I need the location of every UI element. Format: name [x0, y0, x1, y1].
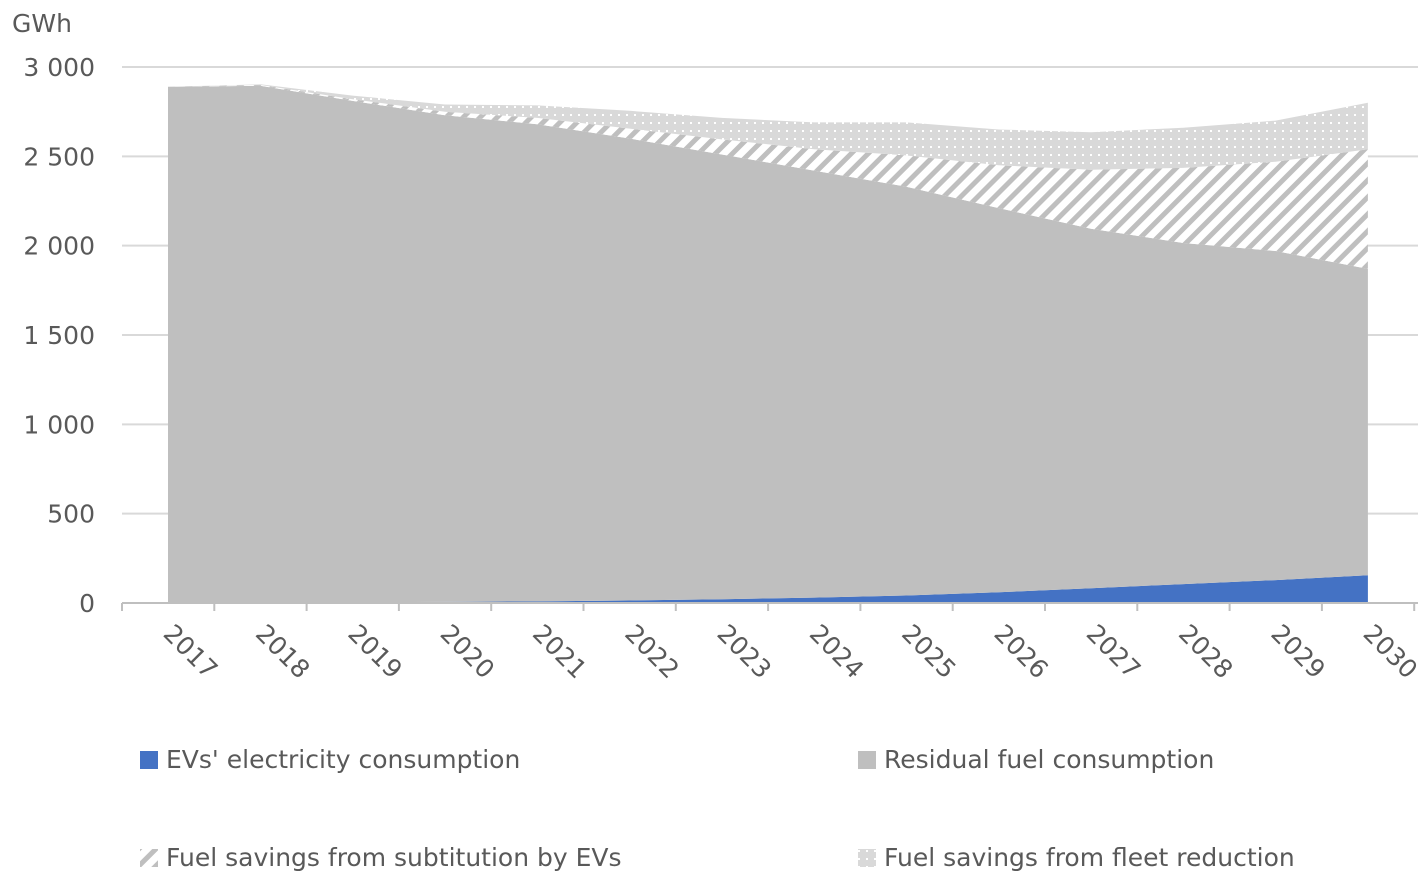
- area-series-4: [168, 84, 1368, 170]
- x-tick-label: 2017: [158, 619, 223, 684]
- legend-label: Fuel savings from subtitution by EVs: [166, 843, 622, 872]
- y-tick-label: 500: [47, 500, 95, 529]
- x-tick-label: 2029: [1265, 619, 1330, 684]
- x-tick-label: 2028: [1173, 619, 1238, 684]
- plot-areas: [168, 84, 1368, 603]
- y-tick-label: 1 000: [23, 410, 95, 439]
- legend-label: Fuel savings from fleet reduction: [884, 843, 1295, 872]
- legend-swatch: [858, 751, 876, 769]
- legend-swatch: [140, 751, 158, 769]
- y-tick-label: 3 000: [23, 53, 95, 82]
- legend-swatch: [858, 849, 876, 867]
- x-tick-label: 2020: [435, 619, 500, 684]
- y-axis-unit-label: GWh: [12, 9, 72, 38]
- area-series-1: [168, 575, 1368, 603]
- x-tick-label: 2027: [1081, 619, 1146, 684]
- legend-swatch: [140, 849, 158, 867]
- x-tick-label: 2026: [988, 619, 1053, 684]
- y-tick-label: 0: [79, 589, 95, 618]
- x-tick-label: 2022: [619, 619, 684, 684]
- area-series-3: [168, 84, 1368, 269]
- x-tick-label: 2021: [527, 619, 592, 684]
- x-tick-label: 2030: [1358, 619, 1423, 684]
- y-tick-label: 2 000: [23, 232, 95, 261]
- y-tick-label: 1 500: [23, 321, 95, 350]
- legend: EVs' electricity consumption Residual fue…: [140, 745, 1295, 872]
- x-tick-label: 2024: [804, 619, 869, 684]
- x-tick-label: 2023: [712, 619, 777, 684]
- x-tick-label: 2019: [342, 619, 407, 684]
- y-tick-label: 2 500: [23, 142, 95, 171]
- x-tick-label: 2018: [250, 619, 315, 684]
- x-tick-label: 2025: [896, 619, 961, 684]
- legend-label: Residual fuel consumption: [884, 745, 1214, 774]
- legend-label: EVs' electricity consumption: [166, 745, 520, 774]
- area-series-2: [168, 85, 1368, 603]
